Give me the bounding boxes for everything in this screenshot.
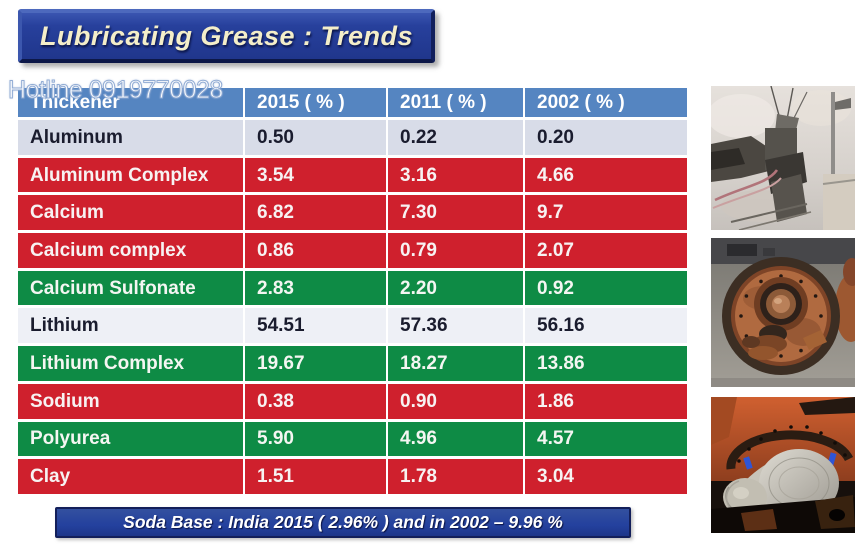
cell-2011: 3.16 (388, 157, 525, 196)
cell-2002: 56.16 (525, 308, 687, 347)
photo-wrapped-trunnion (711, 397, 855, 533)
cell-thickener: Sodium (18, 383, 245, 422)
cell-thickener: Calcium Sulfonate (18, 270, 245, 309)
slide-title: Lubricating Grease : Trends (39, 20, 414, 51)
quarry-shovel-illustration (711, 86, 855, 230)
wrapped-trunnion-illustration (711, 397, 855, 533)
cell-2015: 1.51 (245, 459, 388, 497)
title-banner: Lubricating Grease : Trends (18, 9, 435, 63)
cell-2011: 0.79 (388, 233, 525, 271)
cell-2015: 0.38 (245, 383, 388, 422)
cell-2015: 6.82 (245, 195, 388, 234)
cell-2002: 1.86 (525, 383, 687, 422)
cell-2002: 4.66 (525, 157, 687, 196)
table-row: Polyurea 5.90 4.96 4.57 (18, 421, 687, 460)
cell-2011: 4.96 (388, 421, 525, 460)
cell-2011: 2.20 (388, 270, 525, 309)
footnote-text: Soda Base : India 2015 ( 2.96% ) and in … (123, 512, 563, 532)
cell-2002: 4.57 (525, 421, 687, 460)
cell-2015: 5.90 (245, 421, 388, 460)
table-row: Aluminum Complex 3.54 3.16 4.66 (18, 157, 687, 196)
cell-2011: 7.30 (388, 195, 525, 234)
table-row: Calcium Sulfonate 2.83 2.20 0.92 (18, 270, 687, 309)
cell-2002: 0.20 (525, 120, 687, 158)
table-row: Calcium complex 0.86 0.79 2.07 (18, 233, 687, 271)
cell-thickener: Lithium (18, 308, 245, 347)
header-thickener: Thickener (18, 88, 245, 120)
header-2002: 2002 ( % ) (525, 88, 687, 120)
cell-thickener: Aluminum Complex (18, 157, 245, 196)
header-2011: 2011 ( % ) (388, 88, 525, 120)
table-row: Aluminum 0.50 0.22 0.20 (18, 120, 687, 158)
cell-2015: 54.51 (245, 308, 388, 347)
grease-trends-table: Thickener 2015 ( % ) 2011 ( % ) 2002 ( %… (18, 88, 687, 497)
table-row: Clay 1.51 1.78 3.04 (18, 459, 687, 497)
cell-2015: 19.67 (245, 346, 388, 384)
cell-2015: 0.50 (245, 120, 388, 158)
cell-2015: 2.83 (245, 270, 388, 309)
cell-thickener: Calcium complex (18, 233, 245, 271)
cell-2011: 0.90 (388, 383, 525, 422)
table-row: Lithium 54.51 57.36 56.16 (18, 308, 687, 347)
cell-2002: 0.92 (525, 270, 687, 309)
mill-drum-illustration (711, 238, 855, 387)
footnote-banner: Soda Base : India 2015 ( 2.96% ) and in … (55, 507, 631, 538)
cell-2015: 0.86 (245, 233, 388, 271)
cell-thickener: Polyurea (18, 421, 245, 460)
cell-2002: 13.86 (525, 346, 687, 384)
photo-quarry-shovel (711, 86, 855, 230)
cell-2011: 57.36 (388, 308, 525, 347)
cell-2011: 1.78 (388, 459, 525, 497)
cell-thickener: Calcium (18, 195, 245, 234)
cell-2011: 0.22 (388, 120, 525, 158)
cell-thickener: Clay (18, 459, 245, 497)
cell-thickener: Aluminum (18, 120, 245, 158)
table-row: Sodium 0.38 0.90 1.86 (18, 383, 687, 422)
cell-thickener: Lithium Complex (18, 346, 245, 384)
table-row: Lithium Complex 19.67 18.27 13.86 (18, 346, 687, 384)
cell-2002: 3.04 (525, 459, 687, 497)
cell-2002: 9.7 (525, 195, 687, 234)
table-header-row: Thickener 2015 ( % ) 2011 ( % ) 2002 ( %… (18, 88, 687, 120)
header-2015: 2015 ( % ) (245, 88, 388, 120)
table-row: Calcium 6.82 7.30 9.7 (18, 195, 687, 234)
photo-mill-drum (711, 238, 855, 387)
cell-2011: 18.27 (388, 346, 525, 384)
cell-2015: 3.54 (245, 157, 388, 196)
cell-2002: 2.07 (525, 233, 687, 271)
